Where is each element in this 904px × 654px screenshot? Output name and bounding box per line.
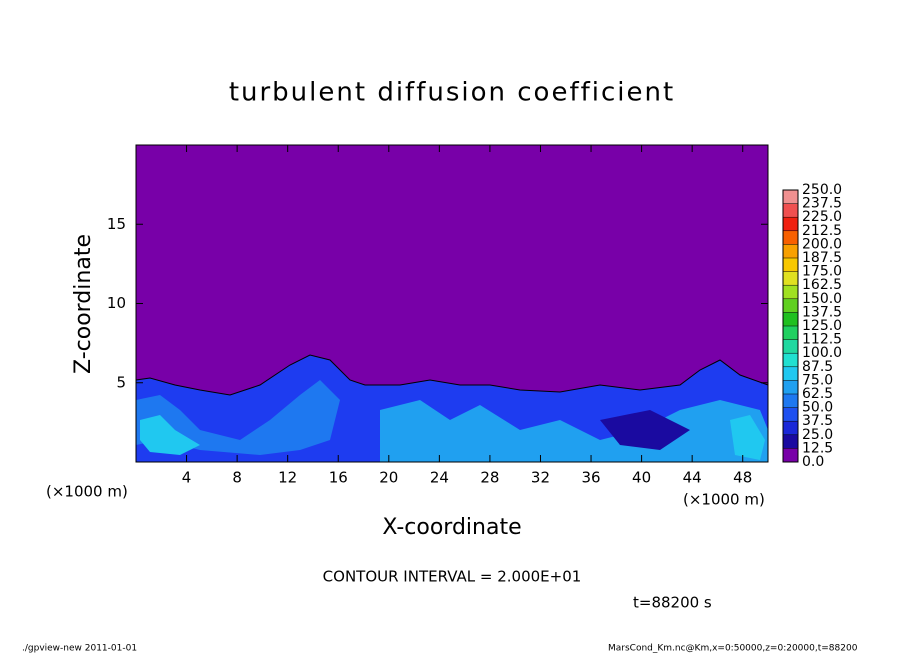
colorbar-band	[783, 285, 798, 299]
colorbar-label: 100.0	[802, 345, 842, 361]
colorbar-band	[783, 407, 798, 422]
colorbar-label: 12.5	[802, 440, 833, 456]
colorbar-band	[783, 312, 798, 326]
contour-interval: CONTOUR INTERVAL = 2.000E+01	[323, 568, 582, 586]
x-unit: (×1000 m)	[46, 483, 128, 501]
x-tick-label: 4	[182, 469, 192, 487]
colorbar-band	[783, 434, 798, 449]
colorbar-label: 200.0	[802, 236, 842, 252]
y-axis-label: Z-coordinate	[71, 234, 96, 374]
colorbar-label: 0.0	[802, 454, 824, 470]
colorbar-band	[783, 366, 798, 381]
colorbar-band	[783, 244, 798, 258]
y-tick-label: 15	[107, 215, 126, 233]
colorbar-label: 175.0	[802, 264, 842, 280]
x-tick-label: 12	[278, 469, 297, 487]
colorbar-label: 162.5	[802, 277, 842, 293]
colorbar-label: 212.5	[802, 223, 842, 239]
colorbar-band	[783, 230, 798, 245]
y-tick-label: 5	[116, 373, 126, 391]
colorbar-label: 75.0	[802, 372, 833, 388]
x-tick-label: 32	[531, 469, 550, 487]
x-tick-label: 28	[480, 469, 499, 487]
colorbar-band	[783, 448, 798, 462]
x-tick-label: 36	[581, 469, 600, 487]
colorbar-label: 250.0	[802, 182, 842, 198]
colorbar-label: 237.5	[802, 196, 842, 212]
x-axis-label: X-coordinate	[382, 515, 521, 540]
colorbar-label: 137.5	[802, 304, 842, 320]
colorbar-band	[783, 258, 798, 272]
colorbar-band	[783, 203, 798, 218]
x-tick-label: 24	[430, 469, 449, 487]
colorbar-band	[783, 353, 798, 367]
colorbar-band	[783, 217, 798, 231]
x-tick-label: 20	[379, 469, 398, 487]
x-tick-label: 44	[683, 469, 702, 487]
colorbar-band	[783, 326, 798, 340]
time-label: t=88200 s	[633, 594, 712, 612]
colorbar-label: 25.0	[802, 427, 833, 443]
x-tick-label: 16	[329, 469, 348, 487]
colorbar-band	[783, 271, 798, 286]
colorbar-label: 125.0	[802, 318, 842, 334]
colorbar-label: 37.5	[802, 413, 833, 429]
x-tick-label: 48	[733, 469, 752, 487]
colorbar-band	[783, 394, 798, 408]
field	[135, 145, 769, 463]
colorbar-label: 225.0	[802, 209, 842, 225]
x-unit: (×1000 m)	[683, 491, 765, 509]
colorbar-band	[783, 380, 798, 394]
colorbar-label: 62.5	[802, 386, 833, 402]
colorbar-band	[783, 298, 798, 313]
y-tick-label: 10	[107, 294, 126, 312]
x-tick-label: 40	[632, 469, 651, 487]
colorbar-band	[783, 190, 798, 204]
x-tick-label: 8	[232, 469, 242, 487]
colorbar-band	[783, 339, 798, 354]
colorbar-label: 150.0	[802, 291, 842, 307]
colorbar-label: 50.0	[802, 400, 833, 416]
colorbar-band	[783, 421, 798, 435]
colorbar-label: 187.5	[802, 250, 842, 266]
colorbar-label: 87.5	[802, 359, 833, 375]
footer-left: ./gpview-new 2011-01-01	[22, 644, 137, 654]
colorbar-label: 112.5	[802, 332, 842, 348]
chart-title: turbulent diffusion coefficient	[229, 78, 675, 108]
footer-right: MarsCond_Km.nc@Km,x=0:50000,z=0:20000,t=…	[608, 644, 858, 654]
